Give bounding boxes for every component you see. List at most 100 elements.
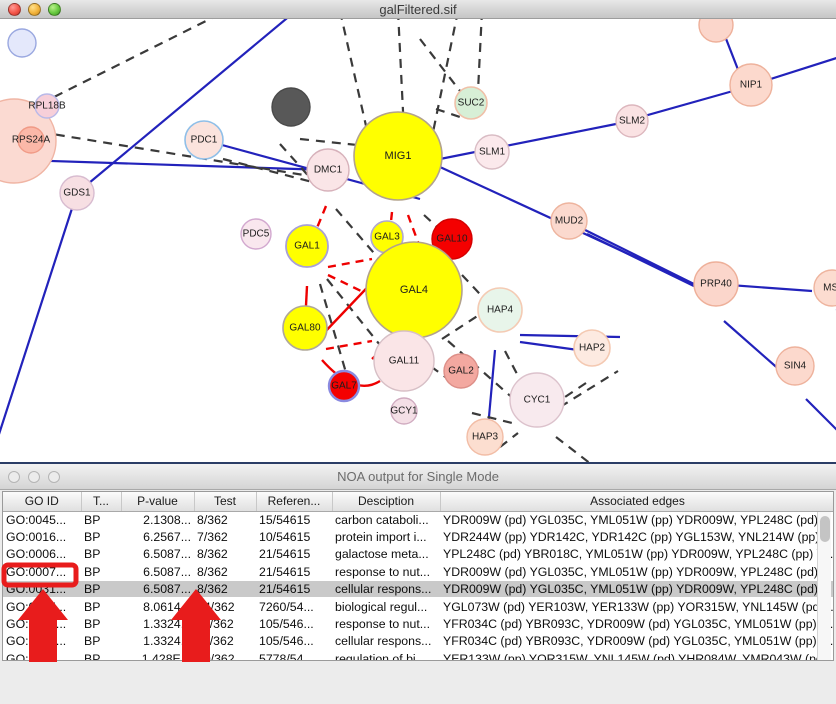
node-cut-top-right[interactable] [698, 19, 734, 43]
edge-pd [318, 283, 354, 394]
node-GAL1[interactable] [285, 224, 329, 268]
column-header-pvalue[interactable]: P-value [121, 492, 195, 512]
node-HAP2[interactable] [573, 329, 611, 367]
cell-description: carbon cataboli... [332, 511, 440, 529]
cell-go-id: GO:0016... [3, 528, 81, 547]
node-GAL10[interactable] [431, 218, 473, 260]
node-GAL11[interactable] [373, 330, 435, 392]
noa-zoom-button[interactable] [48, 471, 60, 483]
cell-description: cellular respons... [332, 580, 440, 599]
table-row-selected[interactable]: GO:0031... BP 6.5087... 8/362 21/54615 c… [3, 580, 833, 599]
zoom-button[interactable] [48, 3, 61, 16]
node-SUC2[interactable] [454, 86, 488, 120]
table-row[interactable]: GO:0006... BP 6.5087... 8/362 21/54615 g… [3, 545, 833, 564]
cell-reference: 105/546... [256, 615, 332, 634]
network-graph[interactable]: RPL18B RPS24A GDS1 PDC1 PDC5 DMC1 SUC2 M… [0, 19, 836, 462]
cell-type: BP [81, 597, 121, 616]
node-MUD2[interactable] [550, 202, 588, 240]
scrollbar-thumb[interactable] [820, 516, 830, 542]
node-label-GAL7: GAL7 [331, 381, 357, 392]
window-traffic-lights [8, 3, 61, 16]
results-table[interactable]: GO ID T... P-value Test Referen... Desci… [3, 492, 833, 660]
cell-go-id: GO:0050... [3, 650, 81, 660]
edges-pd [22, 19, 619, 462]
edge-pd [299, 137, 377, 149]
cell-reference: 15/54615 [256, 511, 332, 529]
node-label-GCY1: GCY1 [390, 406, 418, 417]
edge-pd [471, 411, 513, 425]
cell-pvalue: 6.2567... [121, 528, 194, 547]
column-header-go-id[interactable]: GO ID [3, 492, 82, 512]
node-HAP4[interactable] [477, 287, 523, 333]
cell-edges: YFR034C (pd) YBR093C, YDR009W (pd) YGL03… [440, 615, 833, 634]
cell-test: 11/362 [194, 615, 256, 634]
column-header-description[interactable]: Desciption [332, 492, 441, 512]
cell-description: protein import i... [332, 528, 440, 547]
table-row[interactable]: GO:0031... BP 1.3324... 11/362 105/546..… [3, 615, 833, 634]
cell-reference: 10/54615 [256, 528, 332, 547]
cell-type: BP [81, 650, 121, 660]
node-RPL18B[interactable] [34, 93, 60, 119]
column-header-reference[interactable]: Referen... [256, 492, 333, 512]
column-header-associated-edges[interactable]: Associated edges [440, 492, 833, 512]
node-GAL80[interactable] [282, 305, 328, 351]
cell-test: 8/362 [194, 545, 256, 564]
node-CYC1[interactable] [509, 372, 565, 428]
node-SLM2[interactable] [615, 104, 649, 138]
edge-pd [397, 19, 406, 132]
node-PRP40[interactable] [693, 261, 739, 307]
table-body: GO:0045... BP 2.1308... 8/362 15/54615 c… [3, 511, 833, 660]
close-button[interactable] [8, 3, 21, 16]
node-label-MSI: MSI [823, 283, 836, 294]
cell-edges: YFR034C (pd) YBR093C, YDR009W (pd) YGL03… [440, 632, 833, 651]
node-MIG1[interactable] [353, 111, 443, 201]
node-label-PRP40: PRP40 [700, 279, 732, 290]
cell-edges: YER133W (pp) YOR315W, YNL145W (pd) YHR08… [440, 650, 833, 660]
cell-description: response to nut... [332, 563, 440, 582]
column-header-type[interactable]: T... [81, 492, 122, 512]
node-label-GAL2: GAL2 [448, 366, 474, 377]
edge-pp [76, 19, 288, 194]
table-row[interactable]: GO:0031... BP 1.3324... 11/362 105/546..… [3, 632, 833, 651]
node-HAP3[interactable] [466, 418, 504, 456]
network-canvas[interactable]: RPL18B RPS24A GDS1 PDC1 PDC5 DMC1 SUC2 M… [0, 19, 836, 462]
node-PDC1[interactable] [184, 120, 224, 160]
node-cut-top-left[interactable] [7, 28, 37, 58]
table-row[interactable]: GO:0007... BP 6.5087... 8/362 21/54615 r… [3, 563, 833, 582]
node-DMC1[interactable] [306, 148, 350, 192]
column-header-test[interactable]: Test [194, 492, 257, 512]
cell-go-id: GO:0031... [3, 615, 81, 634]
node-SIN4[interactable] [775, 346, 815, 386]
table-row[interactable]: GO:0065... BP 8.0614... 94/362 7260/54..… [3, 597, 833, 616]
noa-close-button[interactable] [8, 471, 20, 483]
node-unlabeled-dark[interactable] [271, 87, 311, 127]
cell-go-id: GO:0031... [3, 580, 81, 599]
noa-title: NOA output for Single Mode [337, 469, 499, 484]
cell-reference: 105/546... [256, 632, 332, 651]
cell-reference: 7260/54... [256, 597, 332, 616]
edge-pd [39, 130, 317, 179]
node-label-SLM2: SLM2 [619, 116, 646, 127]
window-title: galFiltered.sif [379, 2, 457, 17]
results-table-container[interactable]: GO ID T... P-value Test Referen... Desci… [2, 491, 834, 661]
node-RPS24A[interactable] [17, 126, 45, 154]
table-row[interactable]: GO:0050... BP 1.428E... 80/362 5778/54..… [3, 650, 833, 660]
table-row[interactable]: GO:0045... BP 2.1308... 8/362 15/54615 c… [3, 511, 833, 529]
node-NIP1[interactable] [729, 63, 773, 107]
node-SLM1[interactable] [474, 134, 510, 170]
edge-pd [559, 370, 619, 408]
node-GDS1[interactable] [59, 175, 95, 211]
network-nodes[interactable]: RPL18B RPS24A GDS1 PDC1 PDC5 DMC1 SUC2 M… [0, 19, 836, 456]
node-MSI[interactable] [813, 269, 836, 307]
node-PDC5[interactable] [240, 218, 272, 250]
edge-pp [568, 221, 701, 288]
noa-minimize-button[interactable] [28, 471, 40, 483]
table-row[interactable]: GO:0016... BP 6.2567... 7/362 10/54615 p… [3, 528, 833, 547]
node-GAL2[interactable] [443, 353, 479, 389]
node-GCY1[interactable] [390, 397, 418, 425]
minimize-button[interactable] [28, 3, 41, 16]
node-GAL7[interactable] [327, 369, 361, 403]
node-label-PDC1: PDC1 [191, 135, 218, 146]
node-label-GAL10: GAL10 [436, 234, 468, 245]
table-vertical-scrollbar[interactable] [817, 512, 831, 660]
